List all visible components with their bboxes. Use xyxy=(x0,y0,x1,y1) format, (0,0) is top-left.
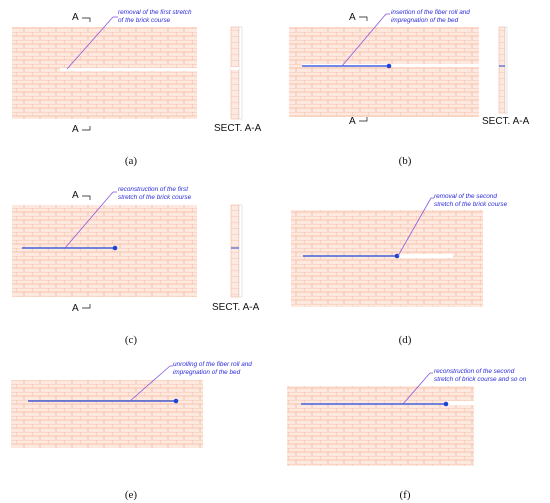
section-label: SECT. A-A xyxy=(482,116,530,127)
annotation-line: insertion of the fiber roll and xyxy=(391,9,470,16)
annotation-line: impregnation of the bed xyxy=(391,17,459,24)
brick-wall xyxy=(11,380,203,448)
panel-caption: (f) xyxy=(400,489,411,501)
brick-wall xyxy=(12,27,197,119)
step-annotation: insertion of the fiber roll and impregna… xyxy=(391,9,472,24)
section-mark-bottom: A xyxy=(72,303,79,314)
panel-f: reconstruction of the second stretch of … xyxy=(287,368,527,501)
section-mark-bottom: A xyxy=(349,116,356,127)
removed-stretch xyxy=(446,401,474,405)
annotation-line: removal of the second xyxy=(434,193,497,200)
annotation-line: stretch of brick course and so on xyxy=(434,376,527,383)
fiber-roll-end xyxy=(386,63,392,69)
section-arrow-top xyxy=(82,17,91,22)
brick-wall xyxy=(287,386,474,466)
panel-e: unrolling of the fiber roll and impregna… xyxy=(11,361,254,501)
section-gap xyxy=(231,67,239,70)
leader-line xyxy=(64,191,114,249)
section-strip xyxy=(230,204,240,298)
fiber-roll-end xyxy=(394,253,400,259)
step-annotation: unrolling of the fiber roll and impregna… xyxy=(173,361,254,376)
annotation-line: unrolling of the fiber roll and xyxy=(173,361,252,368)
brick-wall xyxy=(291,210,483,307)
annotation-line: reconstruction of the second xyxy=(434,368,515,375)
section-arrow-top xyxy=(82,195,91,200)
section-mark-top: A xyxy=(349,12,356,23)
section-strip xyxy=(230,26,240,120)
annotation-line: of the brick course xyxy=(118,17,171,24)
annotation-line: reconstruction of the first xyxy=(118,186,188,193)
section-mark-top: A xyxy=(72,12,79,23)
section-arrow-bottom xyxy=(82,126,91,131)
fiber-roll-end xyxy=(112,245,118,251)
panel-caption: (b) xyxy=(399,155,412,167)
brick-wall xyxy=(12,205,197,297)
step-annotation: reconstruction of the second stretch of … xyxy=(434,368,527,383)
section-plaster xyxy=(238,26,243,120)
brick-wall xyxy=(289,27,479,117)
step-annotation: removal of the first stretch of the bric… xyxy=(118,9,193,24)
annotation-line: removal of the first stretch xyxy=(118,9,192,16)
annotation-line: impregnation of the bed xyxy=(173,369,241,376)
annotation-line: stretch of the brick course xyxy=(434,201,508,208)
panel-c: reconstruction of the first stretch of t… xyxy=(12,186,260,346)
leader-line xyxy=(341,13,387,67)
annotation-line: stretch of the brick course xyxy=(118,194,192,201)
section-label: SECT. A-A xyxy=(212,302,260,313)
fiber-roll-end xyxy=(443,401,449,407)
section-label: SECT. A-A xyxy=(214,123,262,134)
panel-caption: (e) xyxy=(125,489,138,501)
section-arrow-bottom xyxy=(359,117,368,122)
step-annotation: removal of the second stretch of the bri… xyxy=(434,193,508,208)
section-mark-top: A xyxy=(72,190,79,201)
panel-caption: (d) xyxy=(399,334,412,346)
removed-stretch xyxy=(60,68,197,71)
leader-line xyxy=(66,16,114,70)
section-mark-bottom: A xyxy=(72,124,79,135)
panel-caption: (c) xyxy=(125,334,138,346)
leader-line xyxy=(397,197,432,257)
panel-a: removal of the first stretch of the bric… xyxy=(12,9,262,167)
section-plaster xyxy=(238,204,243,298)
leader-line xyxy=(402,372,431,405)
panel-caption: (a) xyxy=(125,155,138,167)
leader-line xyxy=(129,365,171,402)
panel-b: insertion of the fiber roll and impregna… xyxy=(289,9,530,167)
step-annotation: reconstruction of the first stretch of t… xyxy=(118,186,192,201)
section-strip xyxy=(498,26,506,114)
panel-d: removal of the second stretch of the bri… xyxy=(291,193,508,346)
removed-stretch xyxy=(397,254,453,258)
section-plaster xyxy=(504,26,508,114)
section-arrow-top xyxy=(359,16,368,21)
fiber-roll-end xyxy=(173,398,179,404)
section-arrow-bottom xyxy=(82,304,91,309)
